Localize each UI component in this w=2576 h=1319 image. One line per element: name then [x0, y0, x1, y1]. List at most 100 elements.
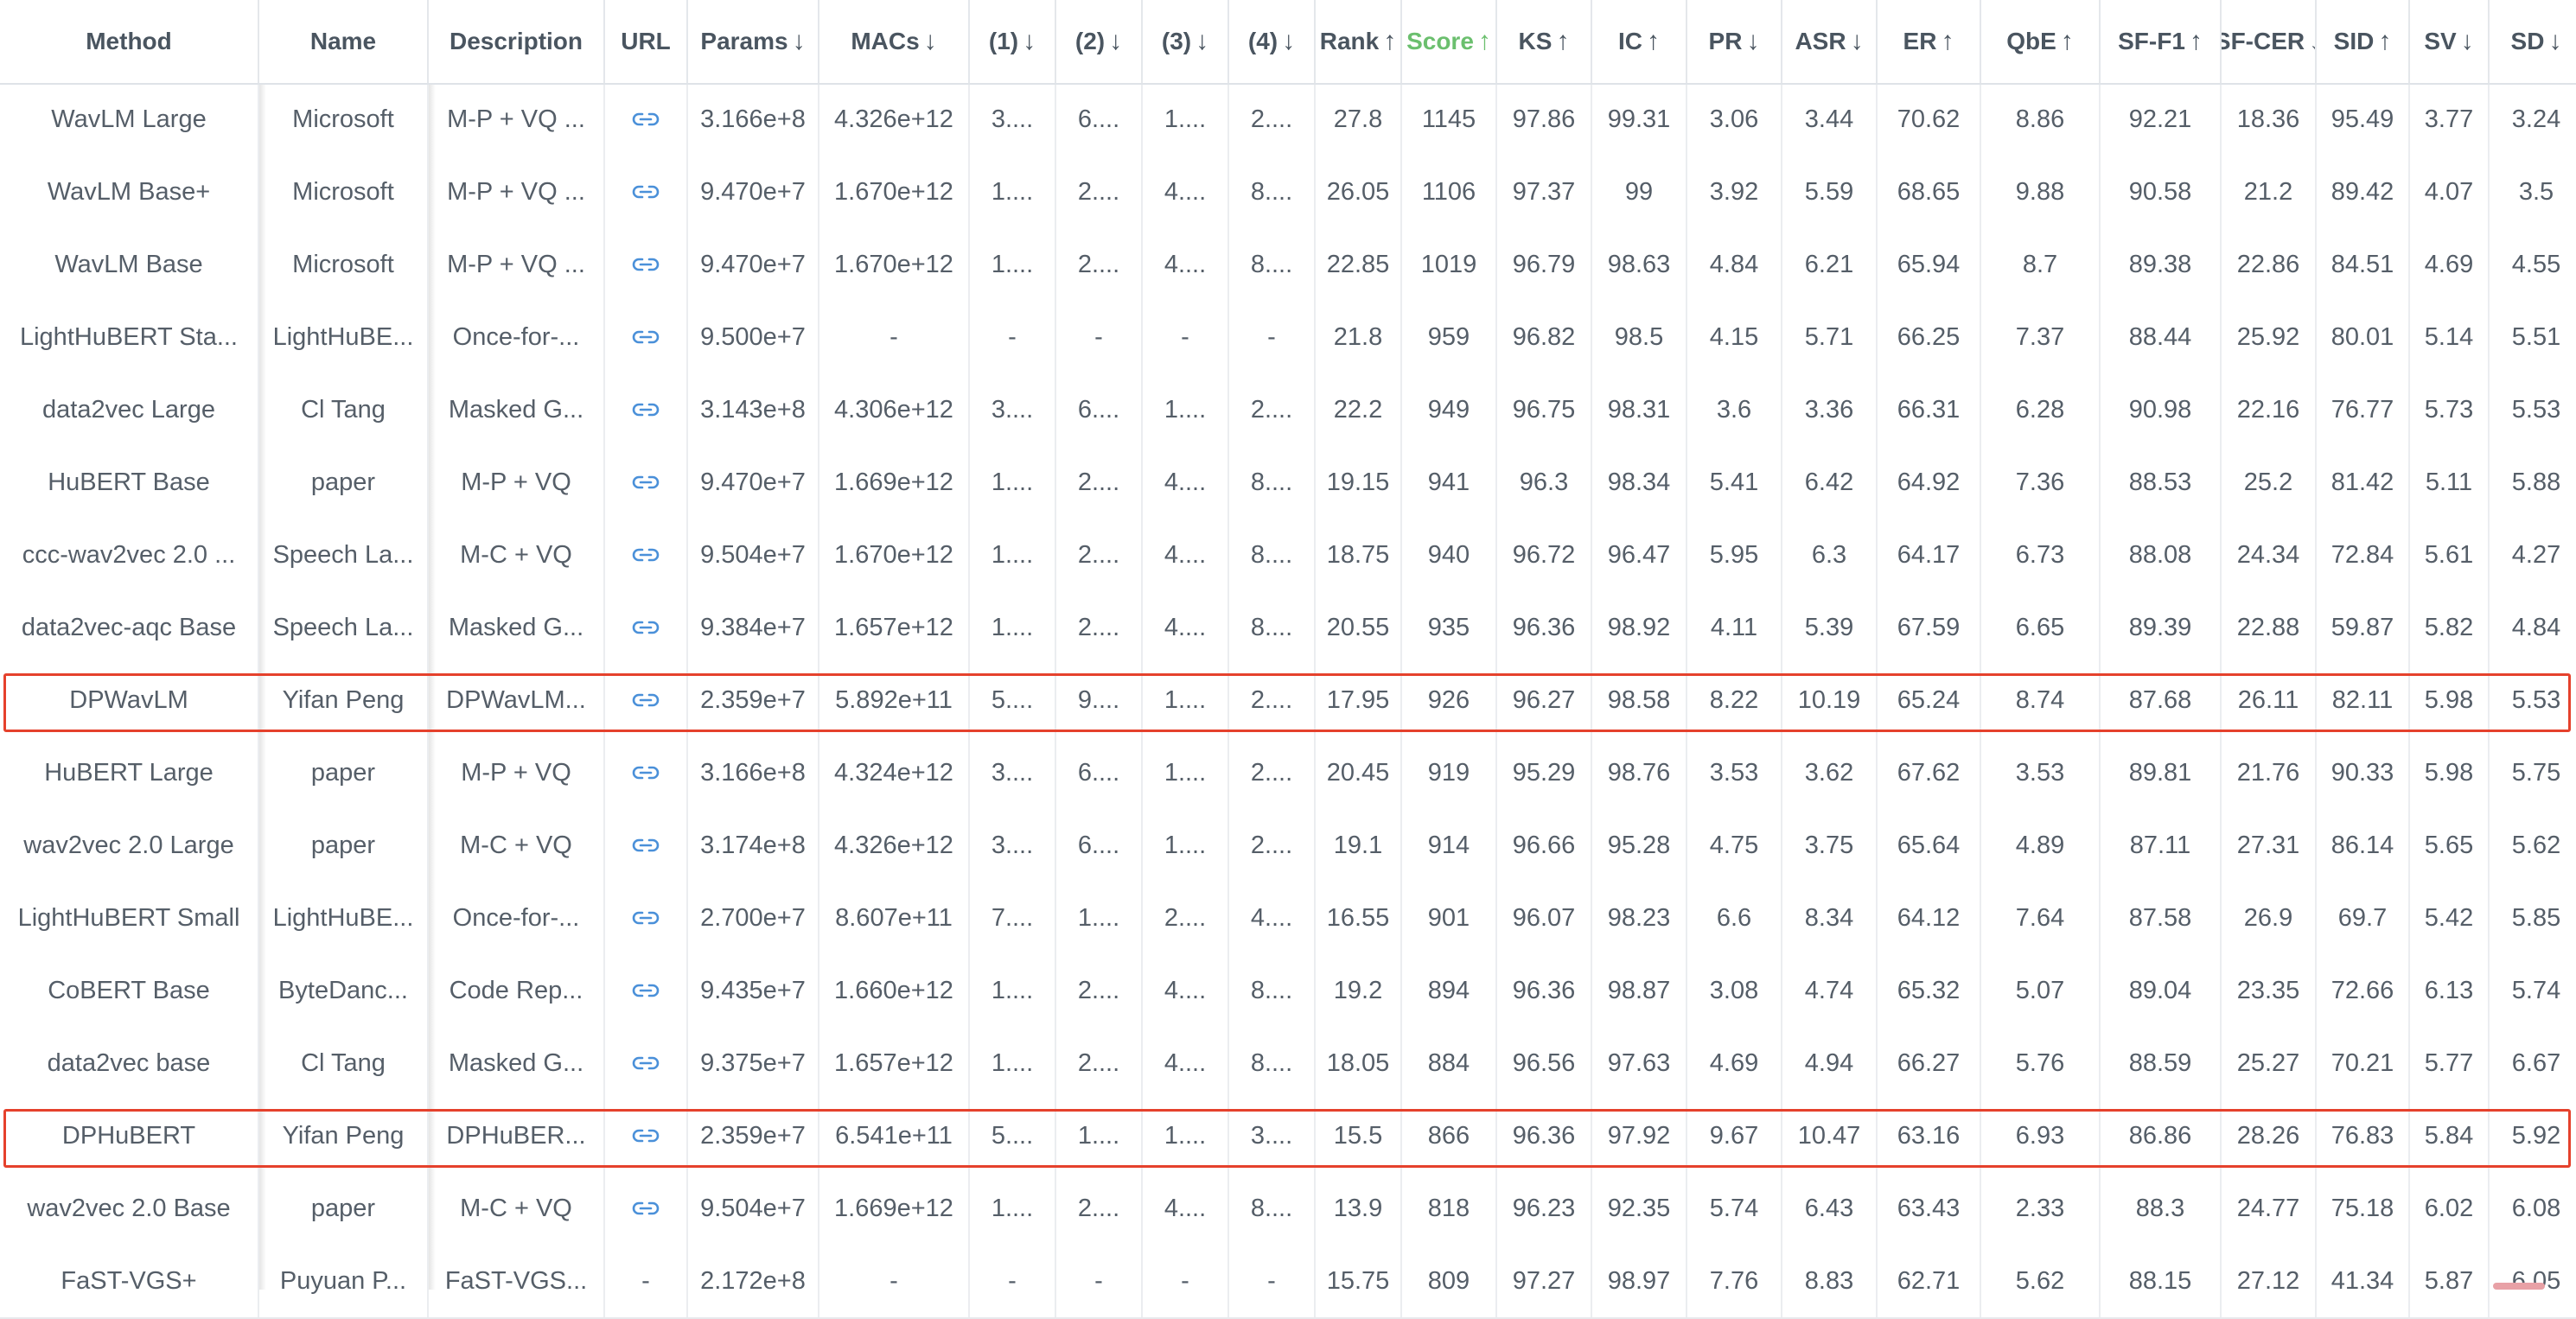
table-row[interactable]: data2vec Large Cl Tang Masked G... 3.143e+8…: [0, 373, 2576, 448]
header-asr[interactable]: ASR ↓: [1782, 0, 1878, 83]
sort-asc-icon[interactable]: ↑: [2378, 27, 2392, 55]
table-row[interactable]: wav2vec 2.0 Base paper M-C + VQ 9.504e+7 1.6…: [0, 1172, 2576, 1246]
cell-url[interactable]: [605, 83, 688, 156]
cell-text: 4.69: [1709, 1048, 1759, 1077]
cell-pr: 3.92: [1687, 156, 1782, 228]
sort-desc-icon[interactable]: ↓: [792, 27, 806, 55]
sort-asc-icon[interactable]: ↑: [1477, 27, 1491, 55]
table-row[interactable]: WavLM Large Microsoft M-P + VQ ... 3.166e+8…: [0, 83, 2576, 157]
header-ic[interactable]: IC ↑: [1592, 0, 1687, 83]
sort-desc-icon[interactable]: ↓: [2548, 27, 2562, 55]
link-icon[interactable]: [631, 1200, 660, 1217]
table-row[interactable]: LightHuBERT Small LightHuBE... Once-for-..…: [0, 882, 2576, 956]
horizontal-scrollbar-thumb[interactable]: [2493, 1283, 2545, 1290]
link-icon[interactable]: [631, 328, 660, 346]
sort-asc-icon[interactable]: ↑: [1941, 27, 1954, 55]
header-col-4[interactable]: (4) ↓: [1229, 0, 1316, 83]
link-icon[interactable]: [631, 691, 660, 709]
cell-url[interactable]: [605, 519, 688, 591]
sort-desc-icon[interactable]: ↓: [2309, 27, 2315, 56]
table-row[interactable]: ccc-wav2vec 2.0 ... Speech La... M-C + VQ 9…: [0, 519, 2576, 593]
header-er[interactable]: ER ↑: [1878, 0, 1981, 83]
cell-url[interactable]: [605, 228, 688, 301]
table-row[interactable]: HuBERT Base paper M-P + VQ 9.470e+7 1.669e+1…: [0, 446, 2576, 520]
header-ks[interactable]: KS ↑: [1497, 0, 1592, 83]
header-col-1[interactable]: (1) ↓: [970, 0, 1056, 83]
cell-sf-f1: 87.68: [2101, 664, 2222, 736]
cell-url[interactable]: [605, 1099, 688, 1172]
table-row[interactable]: WavLM Base+ Microsoft M-P + VQ ... 9.470e+7…: [0, 156, 2576, 230]
link-icon[interactable]: [631, 111, 660, 128]
link-icon[interactable]: [631, 474, 660, 491]
cell-url[interactable]: [605, 1027, 688, 1099]
header-sid[interactable]: SID ↑: [2317, 0, 2410, 83]
header-url[interactable]: URL: [605, 0, 688, 83]
header-col-3[interactable]: (3) ↓: [1143, 0, 1229, 83]
cell-url[interactable]: [605, 301, 688, 373]
link-icon[interactable]: [631, 837, 660, 854]
header-sd[interactable]: SD ↓: [2490, 0, 2576, 83]
link-icon[interactable]: [631, 1127, 660, 1144]
header-method[interactable]: Method: [0, 0, 259, 83]
sort-desc-icon[interactable]: ↓: [1850, 27, 1864, 55]
header-label: Name: [309, 28, 377, 54]
link-icon[interactable]: [631, 619, 660, 636]
header-params[interactable]: Params ↓: [688, 0, 819, 83]
cell-url[interactable]: [605, 156, 688, 228]
header-rank[interactable]: Rank ↑: [1316, 0, 1402, 83]
cell-url[interactable]: [605, 1172, 688, 1245]
table-row[interactable]: WavLM Base Microsoft M-P + VQ ... 9.470e+7 1…: [0, 228, 2576, 303]
cell-url[interactable]: [605, 664, 688, 736]
link-icon[interactable]: [631, 764, 660, 781]
table-row[interactable]: FaST-VGS+ Puyuan P... FaST-VGS... - 2.172e+8…: [0, 1245, 2576, 1319]
header-qbe[interactable]: QbE ↑: [1981, 0, 2101, 83]
table-row[interactable]: data2vec base Cl Tang Masked G... 9.375e+7 1…: [0, 1027, 2576, 1101]
header-score[interactable]: Score ↑: [1402, 0, 1497, 83]
table-row[interactable]: DPHuBERT Yifan Peng DPHuBER... 2.359e+7 6.54…: [0, 1099, 2576, 1174]
cell-ic: 98.23: [1592, 882, 1687, 954]
header-name[interactable]: Name: [259, 0, 429, 83]
link-icon[interactable]: [631, 256, 660, 273]
link-icon[interactable]: [631, 1055, 660, 1072]
link-icon[interactable]: [631, 546, 660, 564]
header-description[interactable]: Description: [429, 0, 605, 83]
header-col-2[interactable]: (2) ↓: [1056, 0, 1143, 83]
sort-asc-icon[interactable]: ↑: [1647, 27, 1660, 55]
cell-url[interactable]: [605, 591, 688, 664]
sort-desc-icon[interactable]: ↓: [2460, 27, 2474, 55]
cell-url[interactable]: [605, 809, 688, 882]
cell-url[interactable]: [605, 954, 688, 1027]
sort-asc-icon[interactable]: ↑: [1383, 27, 1397, 55]
sort-desc-icon[interactable]: ↓: [1023, 27, 1036, 55]
cell-url[interactable]: [605, 373, 688, 446]
sort-desc-icon[interactable]: ↓: [1196, 27, 1209, 55]
header-pr[interactable]: PR ↓: [1687, 0, 1782, 83]
sort-asc-icon[interactable]: ↑: [1556, 27, 1570, 55]
table-row[interactable]: CoBERT Base ByteDanc... Code Rep... 9.435e+…: [0, 954, 2576, 1029]
sort-desc-icon[interactable]: ↓: [923, 27, 937, 55]
table-row[interactable]: data2vec-aqc Base Speech La... Masked G...…: [0, 591, 2576, 666]
link-icon[interactable]: [631, 183, 660, 201]
cell-col-2: 2....: [1056, 228, 1143, 301]
header-sf-f1[interactable]: SF-F1 ↑: [2101, 0, 2222, 83]
cell-text: 8.34: [1804, 903, 1854, 932]
sort-desc-icon[interactable]: ↓: [1109, 27, 1123, 55]
cell-qbe: 5.07: [1981, 954, 2101, 1027]
sort-desc-icon[interactable]: ↓: [1746, 27, 1760, 55]
table-row[interactable]: wav2vec 2.0 Large paper M-C + VQ 3.174e+8 4.…: [0, 809, 2576, 883]
link-icon[interactable]: [631, 909, 660, 927]
header-macs[interactable]: MACs ↓: [819, 0, 970, 83]
table-row[interactable]: HuBERT Large paper M-P + VQ 3.166e+8 4.324e+…: [0, 736, 2576, 811]
sort-asc-icon[interactable]: ↑: [2189, 27, 2203, 55]
link-icon[interactable]: [631, 982, 660, 999]
table-row[interactable]: DPWavLM Yifan Peng DPWavLM... 2.359e+7 5.892…: [0, 664, 2576, 738]
cell-url[interactable]: [605, 882, 688, 954]
table-row[interactable]: LightHuBERT Sta... LightHuBE... Once-for-.…: [0, 301, 2576, 375]
link-icon[interactable]: [631, 401, 660, 418]
cell-url[interactable]: [605, 736, 688, 809]
sort-asc-icon[interactable]: ↑: [2060, 27, 2074, 55]
cell-url[interactable]: [605, 446, 688, 519]
header-sf-cer[interactable]: SF-CER↓: [2222, 0, 2317, 83]
header-sv[interactable]: SV ↓: [2410, 0, 2490, 83]
sort-desc-icon[interactable]: ↓: [1282, 27, 1296, 55]
